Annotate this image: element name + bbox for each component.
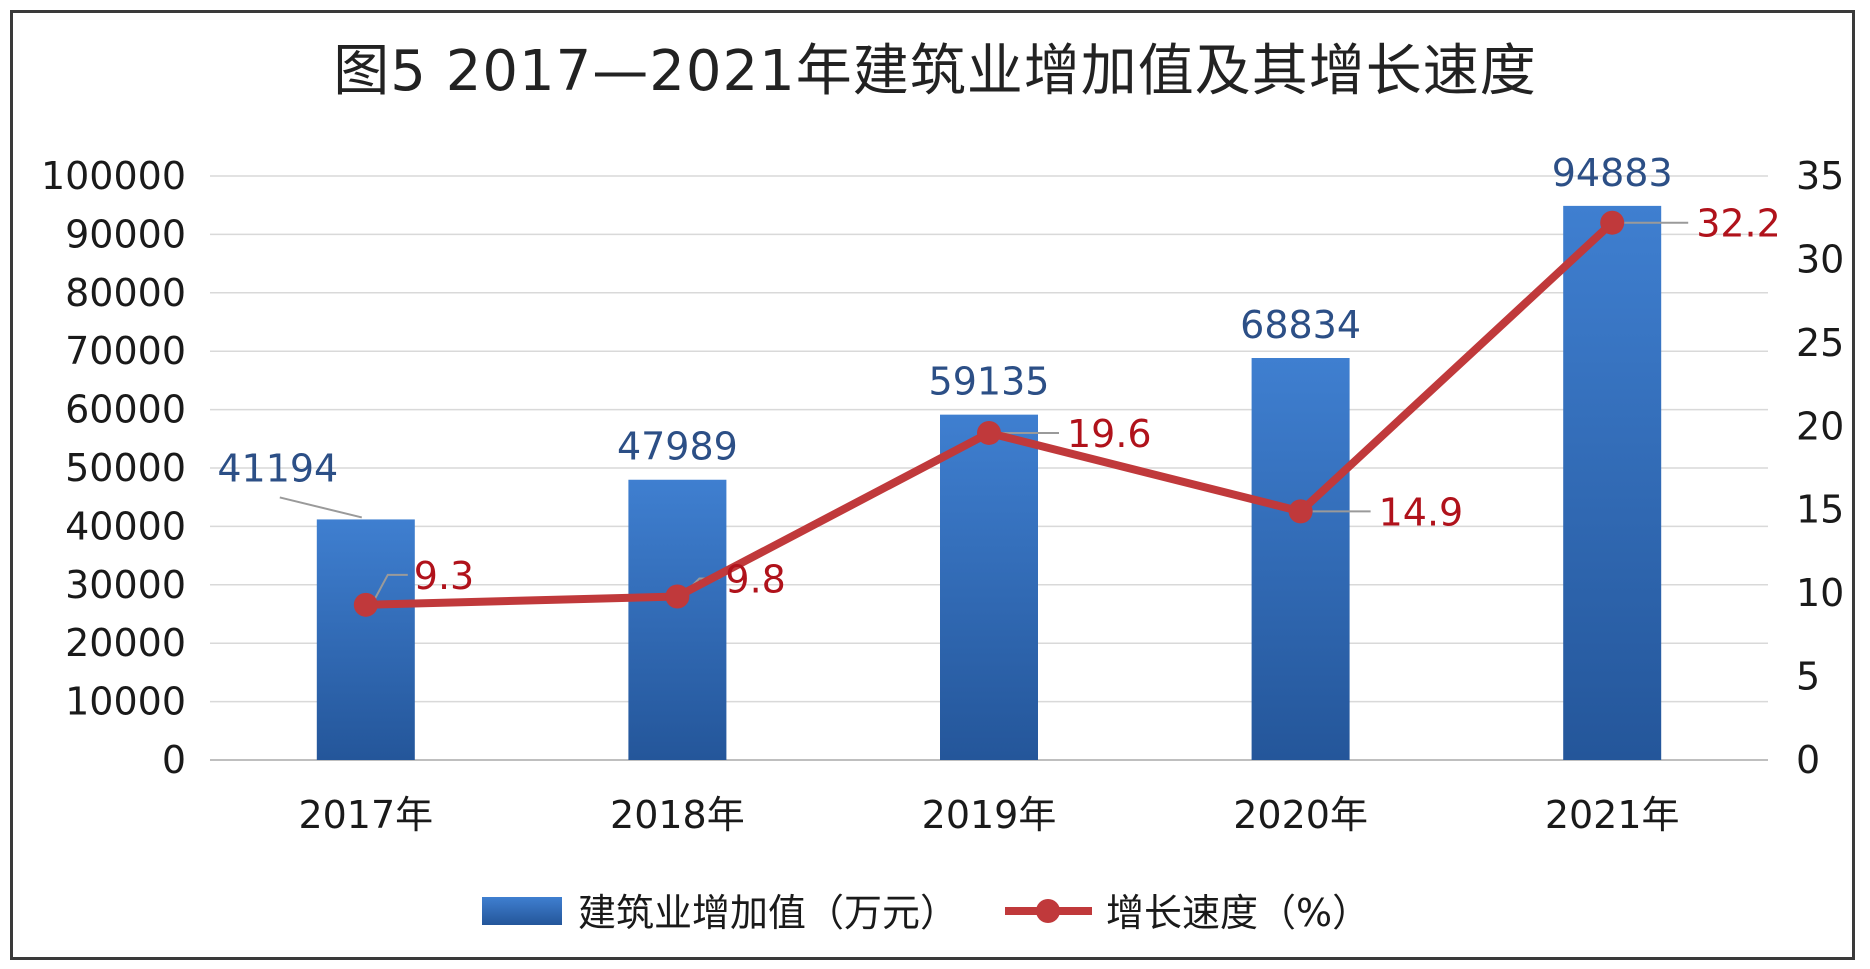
legend-line-marker [1036,899,1060,923]
line-point [353,592,378,617]
right-tick-label: 30 [1796,237,1844,281]
bar-value-label: 41194 [217,446,338,490]
line-point [977,420,1001,445]
line-point [665,584,690,609]
left-tick-label: 0 [162,738,186,782]
left-tick-label: 10000 [65,680,186,724]
line-point [1600,210,1625,235]
legend-bar-swatch [482,897,562,925]
bar [940,414,1038,760]
right-tick-label: 10 [1796,571,1844,615]
legend-bar-label: 建筑业增加值（万元） [578,891,958,935]
left-tick-label: 100000 [41,154,186,198]
right-axis: 0 5 10 15 20 25 30 35 [1796,154,1844,782]
x-axis: 2017年 2018年 2019年 2020年 2021年 [298,793,1679,837]
right-tick-label: 5 [1796,655,1820,699]
right-tick-label: 25 [1796,321,1844,365]
left-tick-label: 90000 [65,212,186,256]
x-tick-label: 2017年 [298,793,433,837]
line-label-leader [372,573,408,602]
line-value-label: 9.3 [414,554,474,598]
bar-value-label: 47989 [617,425,738,469]
left-tick-label: 40000 [65,504,186,548]
left-tick-label: 20000 [65,621,186,665]
left-axis: 0 10000 20000 30000 40000 50000 60000 70000 8000… [41,154,186,782]
right-tick-label: 0 [1796,738,1820,782]
x-tick-label: 2020年 [1233,793,1368,837]
x-tick-label: 2019年 [922,793,1057,837]
chart-title: 图5 2017—2021年建筑业增加值及其增长速度 [333,39,1537,104]
legend-line-label: 增长速度（%） [1106,891,1370,935]
bar [1251,358,1350,760]
line-value-label: 14.9 [1379,490,1464,534]
bar-value-label: 94883 [1552,151,1673,195]
left-tick-label: 60000 [65,388,186,432]
bar [628,479,727,760]
right-tick-label: 20 [1796,404,1844,448]
left-tick-label: 50000 [65,446,186,490]
legend: 建筑业增加值（万元） 增长速度（%） [482,891,1370,935]
line-value-label: 19.6 [1067,412,1152,456]
x-tick-label: 2021年 [1545,793,1680,837]
bar-label-leader [279,496,363,519]
bar [1563,205,1662,760]
bar-value-label: 59135 [929,360,1050,404]
right-tick-label: 35 [1796,154,1844,198]
line-value-label: 9.8 [725,557,785,601]
left-tick-label: 70000 [65,329,186,373]
bar [316,519,415,760]
line-point [1288,499,1313,524]
bars [316,205,1662,760]
bar-value-label: 68834 [1240,303,1361,347]
line-value-label: 32.2 [1696,202,1781,246]
growth-line [353,210,1625,617]
left-tick-label: 80000 [65,271,186,315]
right-tick-label: 15 [1796,488,1844,532]
data-labels: 41194 47989 59135 68834 94883 9.3 9.8 19.6 14.9 3… [217,151,1780,602]
x-tick-label: 2018年 [610,793,745,837]
left-tick-label: 30000 [65,563,186,607]
chart-frame [10,10,1855,960]
